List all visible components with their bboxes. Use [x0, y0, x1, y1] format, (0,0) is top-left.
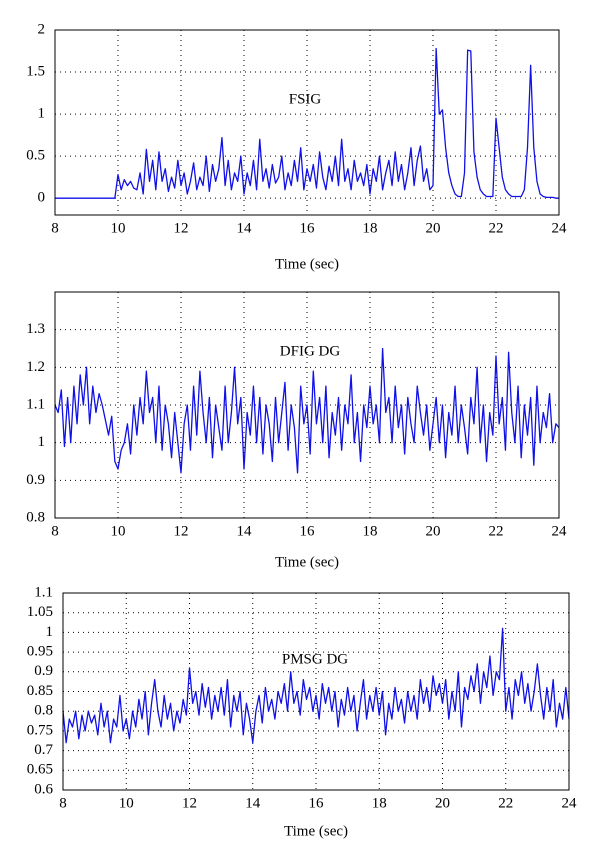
y-tick-label: 1.5 [26, 63, 45, 79]
y-tick-label: 0.8 [34, 703, 53, 719]
x-tick-label: 16 [300, 523, 316, 539]
y-tick-label: 1.1 [26, 396, 45, 412]
y-tick-label: 0.65 [27, 762, 53, 778]
y-tick-label: 0.8 [26, 509, 45, 525]
signal-line [62, 627, 570, 744]
x-tick-label: 24 [552, 523, 568, 539]
x-tick-label: 14 [237, 523, 253, 539]
annotation: DFIG DG [280, 343, 341, 359]
y-tick-label: 1 [38, 106, 46, 122]
y-tick-label: 0.6 [34, 781, 53, 797]
y-tick-label: 0.9 [34, 663, 53, 679]
y-tick-label: 0.9 [26, 472, 45, 488]
y-tick-label: 0.7 [34, 742, 53, 758]
y-tick-label: 1 [46, 624, 54, 640]
annotation: FSIG [289, 91, 322, 107]
x-tick-label: 18 [363, 523, 378, 539]
x-tick-label: 22 [489, 220, 504, 236]
x-tick-label: 18 [363, 220, 378, 236]
x-tick-label: 20 [426, 523, 441, 539]
plot-frame [54, 29, 560, 216]
x-axis-label: Time (sec) [275, 256, 339, 272]
x-tick-label: 24 [552, 220, 568, 236]
y-tick-label: 0.75 [27, 722, 53, 738]
annotation: PMSG DG [282, 651, 348, 667]
x-tick-label: 12 [182, 795, 197, 811]
x-axis-label: Time (sec) [284, 823, 348, 839]
y-tick-label: 1.05 [27, 604, 53, 620]
y-tick-label: 0.95 [27, 644, 53, 660]
x-tick-label: 12 [174, 220, 189, 236]
x-tick-label: 24 [562, 795, 578, 811]
x-tick-label: 18 [372, 795, 387, 811]
signal-line [54, 347, 560, 474]
plot-frame [62, 592, 570, 791]
x-tick-label: 22 [489, 523, 504, 539]
x-tick-label: 10 [111, 220, 126, 236]
x-tick-label: 14 [237, 220, 253, 236]
x-tick-label: 22 [498, 795, 513, 811]
plot-frame [54, 291, 560, 519]
x-tick-label: 14 [245, 795, 261, 811]
y-tick-label: 2 [38, 21, 46, 37]
x-tick-label: 10 [119, 795, 134, 811]
x-tick-label: 8 [59, 795, 67, 811]
x-tick-label: 8 [51, 523, 59, 539]
y-tick-label: 0.5 [26, 148, 45, 164]
x-tick-label: 16 [300, 220, 316, 236]
signal-line [55, 47, 559, 199]
x-tick-label: 8 [51, 220, 59, 236]
x-tick-label: 16 [309, 795, 325, 811]
x-tick-label: 20 [435, 795, 450, 811]
y-tick-label: 1.1 [34, 584, 53, 600]
y-tick-label: 0.85 [27, 683, 53, 699]
y-tick-label: 0 [38, 190, 46, 206]
x-tick-label: 20 [426, 220, 441, 236]
y-tick-label: 1 [38, 434, 46, 450]
x-tick-label: 12 [174, 523, 189, 539]
x-tick-label: 10 [111, 523, 126, 539]
y-tick-label: 1.3 [26, 321, 45, 337]
x-axis-label: Time (sec) [275, 554, 339, 570]
y-tick-label: 1.2 [26, 359, 45, 375]
